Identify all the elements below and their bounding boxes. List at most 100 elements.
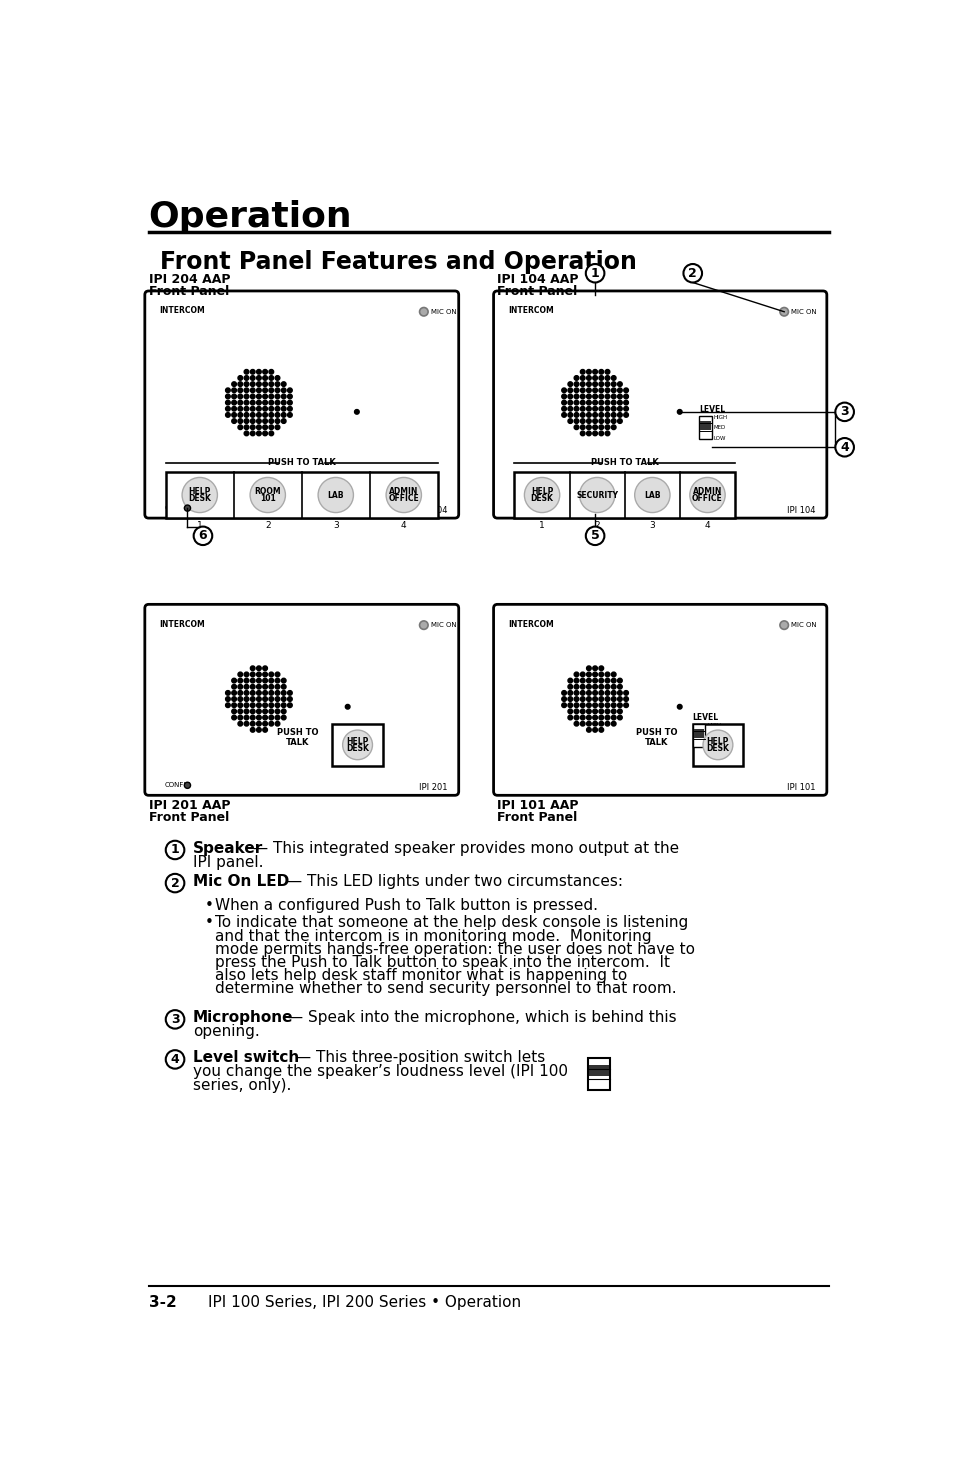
Circle shape — [244, 419, 249, 423]
Circle shape — [586, 684, 591, 689]
Circle shape — [269, 721, 274, 726]
Circle shape — [561, 704, 566, 708]
Circle shape — [579, 709, 584, 714]
Circle shape — [166, 873, 184, 892]
Text: 1: 1 — [196, 521, 202, 531]
Circle shape — [586, 673, 591, 677]
Circle shape — [342, 730, 372, 760]
Circle shape — [702, 730, 732, 760]
Circle shape — [835, 403, 853, 420]
Circle shape — [598, 665, 603, 671]
Text: 1: 1 — [538, 521, 544, 531]
Circle shape — [598, 704, 603, 708]
Text: IPI 201: IPI 201 — [418, 783, 447, 792]
Text: IPI 204 AAP: IPI 204 AAP — [149, 273, 230, 286]
Circle shape — [274, 388, 279, 392]
Circle shape — [256, 419, 261, 423]
Circle shape — [274, 690, 279, 695]
Circle shape — [574, 388, 578, 392]
Text: IPI 104: IPI 104 — [786, 506, 815, 515]
Circle shape — [567, 696, 572, 702]
Circle shape — [269, 690, 274, 695]
Circle shape — [262, 721, 267, 726]
Circle shape — [274, 721, 279, 726]
Circle shape — [561, 388, 566, 392]
Circle shape — [166, 1010, 184, 1028]
Circle shape — [579, 407, 584, 412]
Circle shape — [244, 394, 249, 398]
Text: OFFICE: OFFICE — [388, 494, 418, 503]
Circle shape — [574, 715, 578, 720]
Circle shape — [586, 376, 591, 381]
Circle shape — [281, 684, 286, 689]
Circle shape — [256, 715, 261, 720]
Circle shape — [232, 709, 236, 714]
Text: LOW: LOW — [713, 437, 726, 441]
Circle shape — [586, 715, 591, 720]
Text: Front Panel: Front Panel — [497, 285, 578, 298]
Circle shape — [592, 413, 597, 417]
Circle shape — [579, 376, 584, 381]
Circle shape — [244, 388, 249, 392]
Circle shape — [250, 673, 254, 677]
Circle shape — [604, 388, 609, 392]
Circle shape — [574, 690, 578, 695]
Circle shape — [567, 678, 572, 683]
Text: IPI 101: IPI 101 — [786, 783, 815, 792]
Circle shape — [611, 407, 616, 412]
Circle shape — [274, 715, 279, 720]
Circle shape — [579, 690, 584, 695]
Circle shape — [604, 704, 609, 708]
Bar — [693, 729, 703, 739]
Circle shape — [586, 382, 591, 386]
Text: HIGH: HIGH — [713, 414, 727, 420]
Circle shape — [250, 721, 254, 726]
Circle shape — [611, 690, 616, 695]
Circle shape — [579, 431, 584, 435]
Circle shape — [256, 388, 261, 392]
Circle shape — [250, 407, 254, 412]
Text: — Speak into the microphone, which is behind this: — Speak into the microphone, which is be… — [282, 1010, 676, 1025]
Circle shape — [237, 715, 242, 720]
Text: 3: 3 — [840, 406, 848, 419]
Circle shape — [281, 696, 286, 702]
Text: PUSH TO
TALK: PUSH TO TALK — [635, 727, 677, 748]
Circle shape — [574, 376, 578, 381]
Circle shape — [617, 690, 621, 695]
Circle shape — [586, 370, 591, 375]
Circle shape — [269, 400, 274, 406]
Circle shape — [682, 264, 701, 283]
Circle shape — [262, 690, 267, 695]
Text: INTERCOM: INTERCOM — [159, 307, 205, 316]
Circle shape — [579, 696, 584, 702]
Circle shape — [574, 684, 578, 689]
Circle shape — [598, 407, 603, 412]
Circle shape — [592, 382, 597, 386]
Circle shape — [611, 684, 616, 689]
FancyBboxPatch shape — [493, 605, 826, 795]
Text: 4: 4 — [704, 521, 710, 531]
Circle shape — [250, 376, 254, 381]
Circle shape — [244, 696, 249, 702]
Circle shape — [244, 382, 249, 386]
Circle shape — [250, 704, 254, 708]
Circle shape — [287, 690, 292, 695]
Text: PUSH TO TALK: PUSH TO TALK — [590, 459, 658, 468]
Circle shape — [579, 400, 584, 406]
Circle shape — [617, 382, 621, 386]
Circle shape — [244, 678, 249, 683]
Circle shape — [269, 376, 274, 381]
Circle shape — [592, 370, 597, 375]
Circle shape — [419, 621, 428, 630]
Circle shape — [281, 394, 286, 398]
Circle shape — [269, 715, 274, 720]
Text: HELP: HELP — [706, 736, 728, 745]
Circle shape — [262, 370, 267, 375]
Circle shape — [574, 704, 578, 708]
Circle shape — [567, 382, 572, 386]
FancyBboxPatch shape — [145, 605, 458, 795]
Text: determine whether to send security personnel to that room.: determine whether to send security perso… — [215, 981, 677, 996]
Circle shape — [262, 704, 267, 708]
Circle shape — [225, 413, 230, 417]
Text: 1: 1 — [171, 844, 179, 857]
